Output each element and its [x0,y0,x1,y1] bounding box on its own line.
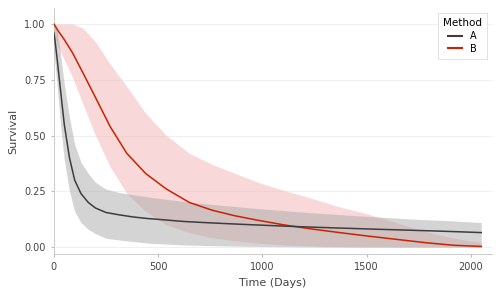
Legend: A, B: A, B [438,13,487,59]
X-axis label: Time (Days): Time (Days) [239,278,306,288]
Y-axis label: Survival: Survival [8,108,18,154]
